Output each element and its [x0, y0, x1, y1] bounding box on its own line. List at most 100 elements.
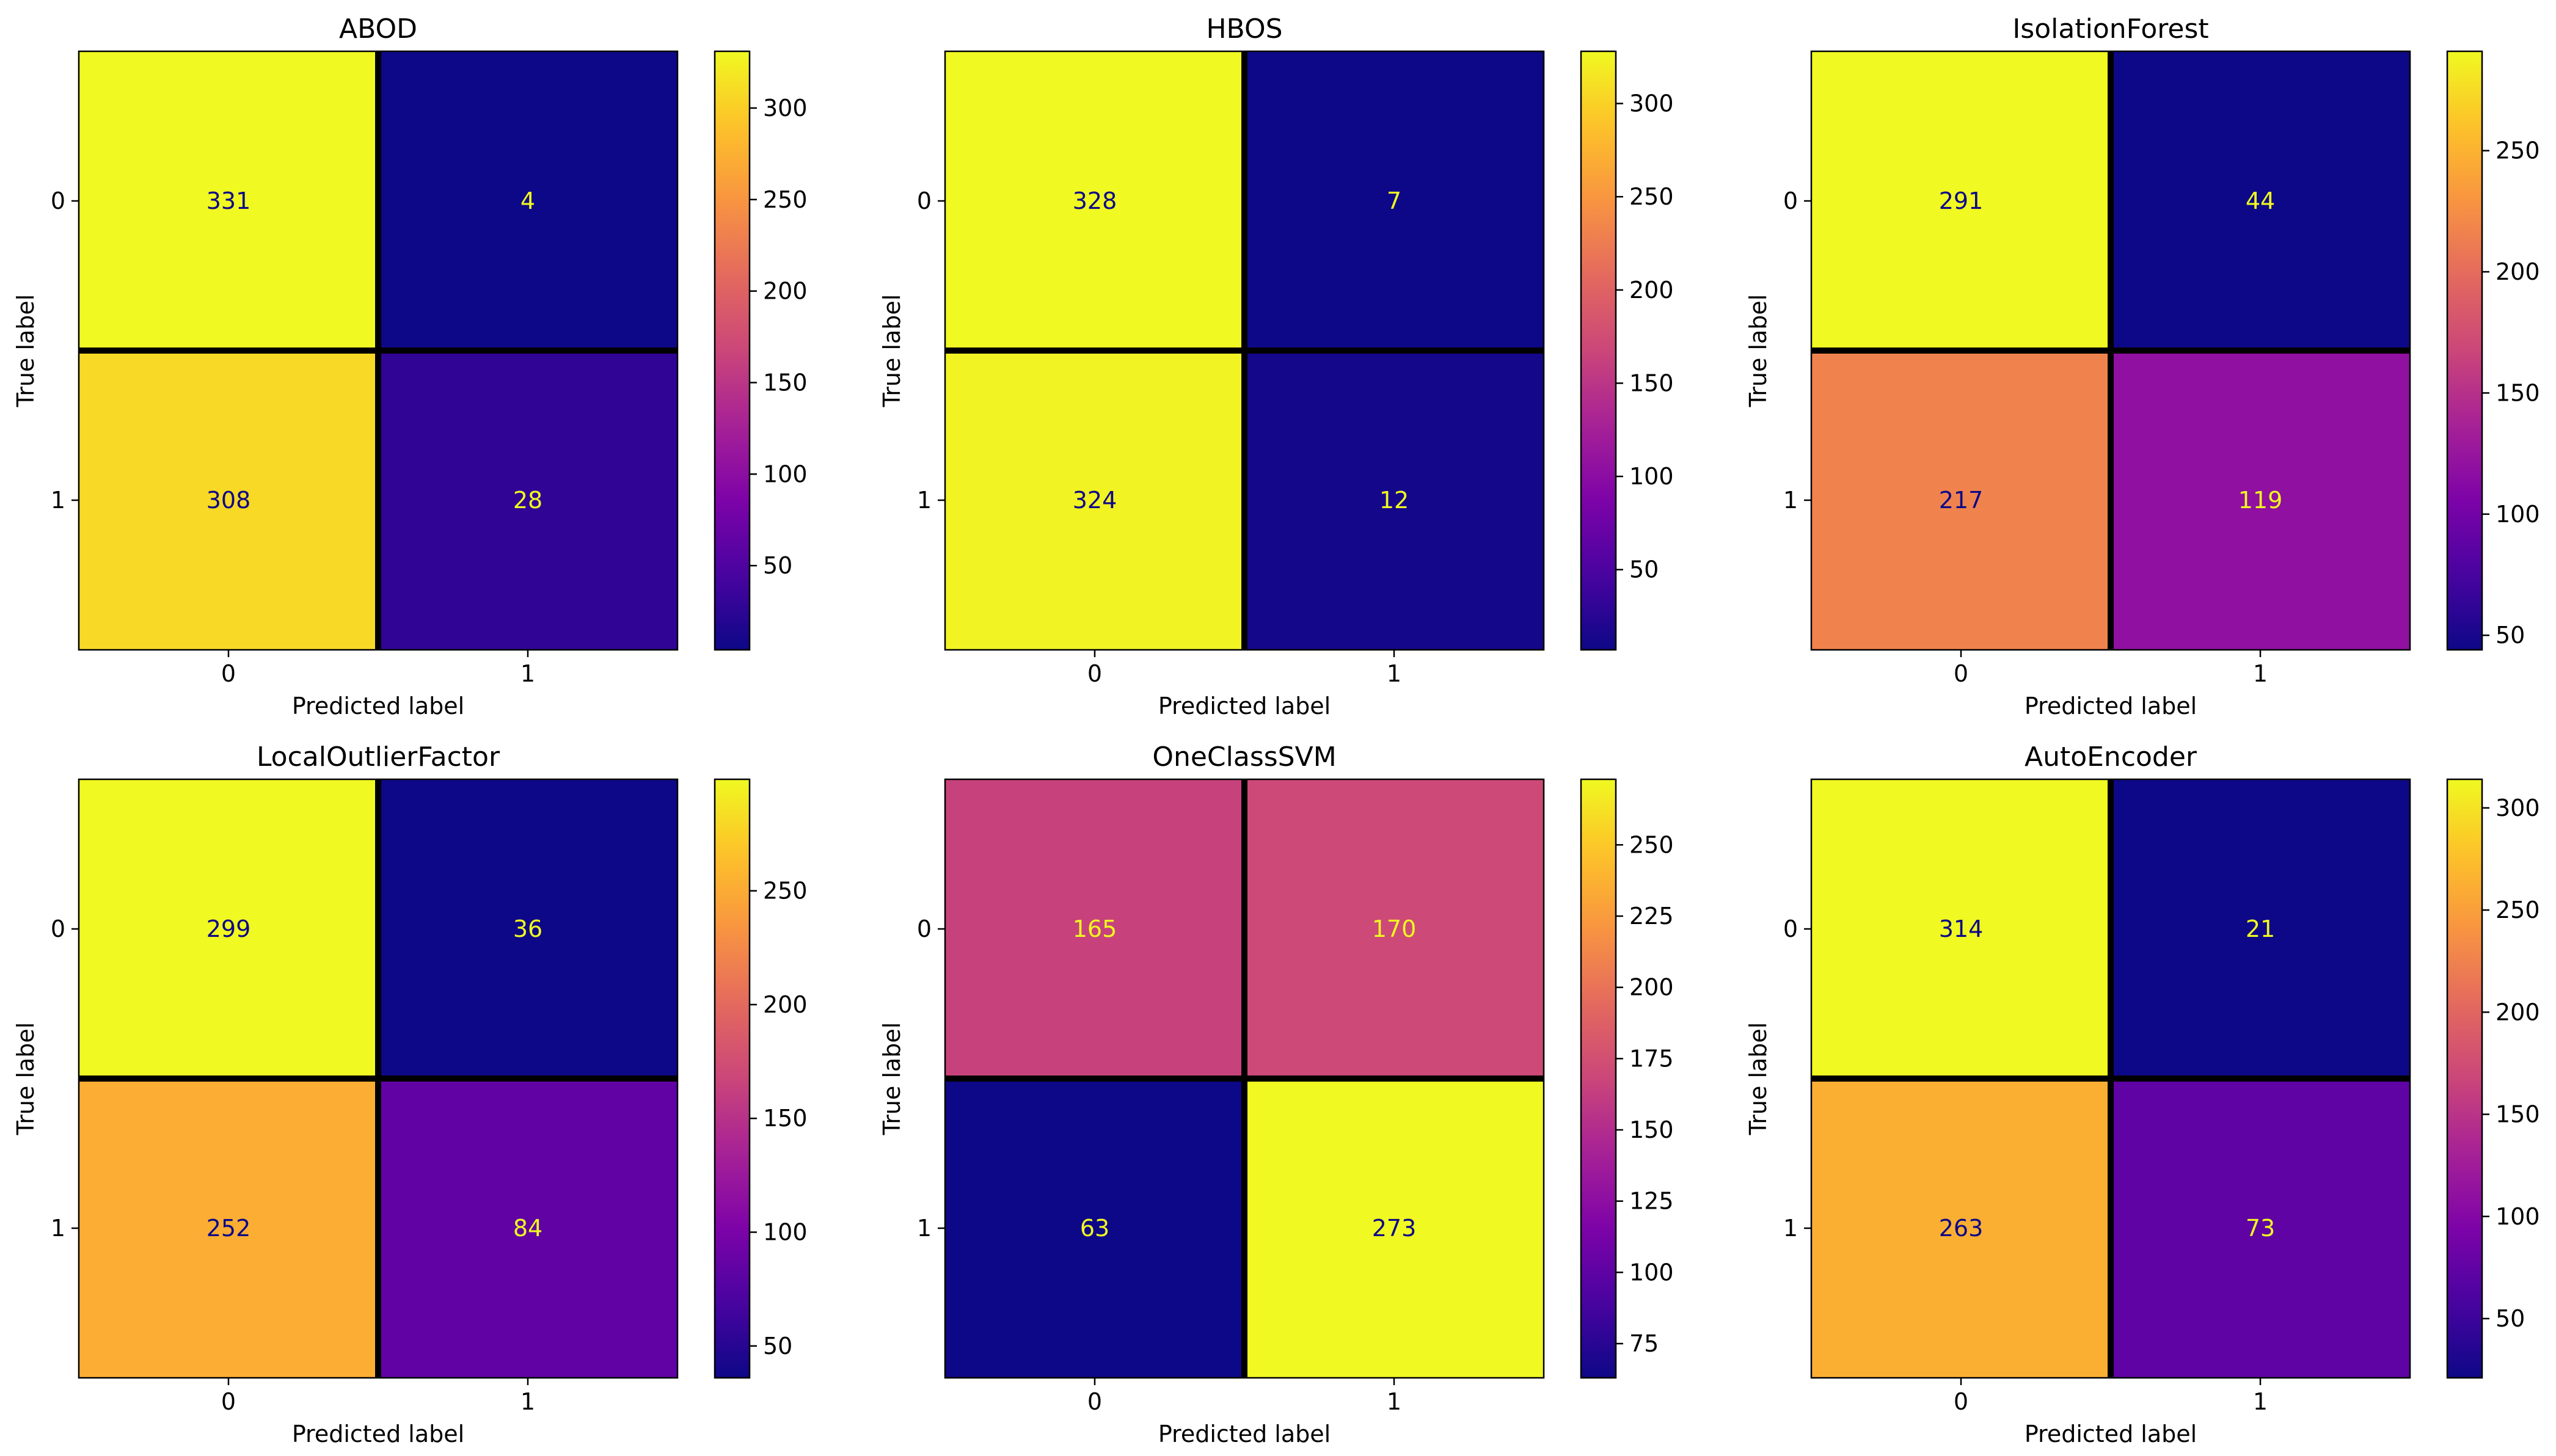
heatmap-cell — [945, 1079, 1244, 1378]
x-axis-label: Predicted label — [292, 693, 464, 719]
cell-value-label: 21 — [2246, 915, 2275, 942]
y-tick-label: 1 — [51, 487, 65, 514]
y-tick-label: 1 — [1783, 1215, 1798, 1242]
x-tick-label: 1 — [2253, 660, 2268, 687]
cell-value-label: 291 — [1939, 187, 1984, 214]
y-tick-label: 1 — [917, 487, 932, 514]
cell-value-label: 273 — [1372, 1215, 1417, 1242]
cell-value-label: 170 — [1372, 915, 1417, 942]
axes-frame — [78, 50, 679, 651]
colorbar-tick-label: 225 — [1629, 903, 1674, 930]
chart-title: ABOD — [339, 13, 417, 45]
cell-value-label: 308 — [206, 487, 251, 514]
colorbar-tick-label: 200 — [763, 991, 808, 1018]
colorbar-tick-label: 150 — [763, 1105, 808, 1132]
colorbar-tick-label: 300 — [2496, 795, 2540, 821]
cell-value-label: 4 — [520, 187, 535, 214]
axes-frame — [1810, 778, 2411, 1379]
y-axis-label: True label — [878, 294, 905, 408]
cell-value-label: 252 — [206, 1215, 251, 1242]
colorbar-tick-label: 250 — [1629, 183, 1674, 210]
cell-value-label: 12 — [1379, 487, 1409, 514]
colorbar-tick-label: 200 — [1629, 277, 1674, 304]
colorbar-tick-label: 200 — [1629, 974, 1674, 1001]
colorbar-tick-label: 125 — [1629, 1188, 1674, 1215]
heatmap-cell — [378, 51, 677, 351]
y-tick-label: 1 — [51, 1215, 65, 1242]
y-tick-label: 0 — [917, 915, 932, 942]
colorbar-tick-label: 75 — [1629, 1330, 1659, 1357]
heatmap-cell — [378, 779, 677, 1079]
chart-title: HBOS — [1206, 13, 1282, 45]
cell-value-label: 263 — [1939, 1215, 1984, 1242]
cell-value-label: 217 — [1939, 487, 1984, 514]
heatmap-cell — [1244, 351, 1544, 650]
y-tick-label: 1 — [917, 1215, 932, 1242]
cell-value-label: 36 — [513, 915, 542, 942]
heatmap-cell — [378, 351, 677, 650]
y-tick-label: 0 — [1783, 187, 1798, 214]
cell-value-label: 165 — [1073, 915, 1117, 942]
x-axis-label: Predicted label — [1158, 693, 1331, 719]
colorbar-tick-label: 150 — [1629, 1116, 1674, 1143]
colorbar-tick-label: 100 — [2496, 501, 2540, 528]
confusion-matrix-panel: 299 36 252 84 LocalOutlierFactor 0 1 0 1 Predicte… — [12, 741, 808, 1447]
heatmap-cell — [79, 779, 378, 1079]
x-tick-label: 0 — [1954, 1388, 1968, 1415]
colorbar — [714, 50, 751, 651]
confusion-matrix-panel: 331 4 308 28 ABOD 0 1 0 1 Predicted label True lab… — [12, 13, 808, 719]
y-tick-label: 1 — [1783, 487, 1798, 514]
cell-value-label: 63 — [1080, 1215, 1109, 1242]
cell-value-label: 44 — [2246, 187, 2275, 214]
colorbar-tick-label: 150 — [1629, 369, 1674, 396]
colorbar-tick-label: 100 — [2496, 1203, 2540, 1230]
cell-value-label: 314 — [1939, 915, 1984, 942]
heatmap-cell — [79, 351, 378, 650]
chart-title: LocalOutlierFactor — [257, 741, 500, 773]
heatmap-cell — [1244, 779, 1544, 1079]
heatmap-cell — [1811, 351, 2111, 650]
heatmap-cell — [1811, 779, 2111, 1079]
x-tick-label: 0 — [221, 1388, 236, 1415]
colorbar-tick-label: 150 — [2496, 1101, 2540, 1128]
y-tick-label: 0 — [51, 187, 65, 214]
x-tick-label: 1 — [1387, 660, 1401, 687]
heatmap-cell — [2111, 779, 2410, 1079]
colorbar-tick-label: 250 — [763, 878, 808, 905]
y-axis-label: True label — [1745, 1022, 1772, 1136]
heatmap-cell — [1244, 1079, 1544, 1378]
cell-value-label: 299 — [206, 915, 251, 942]
heatmap-cell — [1244, 51, 1544, 351]
confusion-matrix-panel: 291 44 217 119 IsolationForest 0 1 0 1 Predicted … — [1745, 13, 2540, 719]
colorbar-tick-label: 200 — [2496, 999, 2540, 1025]
colorbar — [1580, 50, 1617, 651]
heatmap-cell — [2111, 1079, 2410, 1378]
x-tick-label: 0 — [1087, 1388, 1102, 1415]
confusion-matrix-panel: 328 7 324 12 HBOS 0 1 0 1 Predicted label True lab… — [878, 13, 1674, 719]
cell-value-label: 119 — [2238, 487, 2283, 514]
chart-title: OneClassSVM — [1152, 741, 1336, 773]
confusion-matrix-panel: 165 170 63 273 OneClassSVM 0 1 0 1 Predicted labe… — [878, 741, 1674, 1447]
colorbar — [1580, 778, 1617, 1379]
cell-value-label: 84 — [513, 1215, 542, 1242]
x-tick-label: 0 — [1954, 660, 1968, 687]
x-tick-label: 0 — [221, 660, 236, 687]
colorbar-tick-label: 50 — [763, 552, 792, 579]
y-axis-label: True label — [878, 1022, 905, 1136]
heatmap-cell — [79, 1079, 378, 1378]
colorbar-tick-label: 50 — [763, 1333, 792, 1360]
colorbar-tick-label: 200 — [763, 278, 808, 305]
colorbar — [2446, 50, 2483, 651]
colorbar — [714, 778, 751, 1379]
x-axis-label: Predicted label — [1158, 1421, 1331, 1447]
x-axis-label: Predicted label — [292, 1421, 464, 1447]
colorbar — [2446, 778, 2483, 1379]
colorbar-tick-label: 50 — [2496, 622, 2525, 649]
y-tick-label: 0 — [1783, 915, 1798, 942]
colorbar-tick-label: 50 — [2496, 1305, 2525, 1332]
colorbar-tick-label: 100 — [1629, 463, 1674, 490]
colorbar-tick-label: 50 — [1629, 556, 1659, 583]
cell-value-label: 331 — [206, 187, 251, 214]
colorbar-tick-label: 150 — [763, 369, 808, 396]
